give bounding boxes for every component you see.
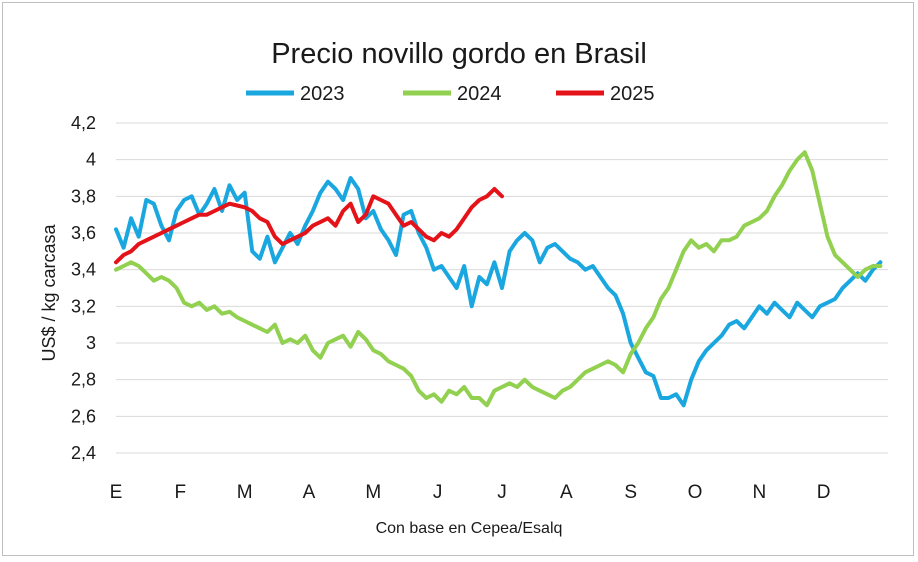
series-lines [114, 150, 883, 408]
y-tick-label: 3,4 [71, 260, 96, 280]
line-chart: Precio novillo gordo en Brasil 2023 2024 2… [39, 38, 888, 537]
series-line-2023 [114, 176, 883, 408]
legend: 2023 2024 2025 [246, 83, 655, 105]
y-tick-label: 2,6 [71, 406, 96, 426]
series-line-2024 [114, 150, 883, 408]
y-tick-label: 3 [86, 333, 96, 353]
series-line-2025 [114, 187, 504, 265]
x-month-label: N [752, 482, 766, 503]
x-month-label: M [365, 482, 381, 503]
x-month-label: M [237, 482, 253, 503]
y-tick-label: 4,2 [71, 113, 96, 133]
x-month-label: D [817, 482, 831, 503]
legend-label-2024: 2024 [457, 83, 502, 105]
x-month-label: J [433, 482, 443, 503]
chart-frame: Precio novillo gordo en Brasil 2023 2024 2… [2, 2, 914, 556]
x-month-label: S [624, 482, 637, 503]
x-month-label: A [303, 482, 316, 503]
y-tick-label: 3,2 [71, 296, 96, 316]
y-axis-ticks: 2,4 2,6 2,8 3 3,2 3,4 3,6 3,8 4 4,2 [71, 113, 96, 463]
y-tick-label: 3,6 [71, 223, 96, 243]
x-axis-label: Con base en Cepea/Esalq [376, 520, 563, 537]
y-tick-label: 2,4 [71, 443, 96, 463]
y-tick-label: 4 [86, 150, 96, 170]
y-tick-label: 2,8 [71, 370, 96, 390]
x-month-label: A [560, 482, 573, 503]
x-month-label: O [688, 482, 703, 503]
y-tick-label: 3,8 [71, 186, 96, 206]
x-month-label: F [175, 482, 187, 503]
y-axis-label: US$ / kg carcasa [39, 223, 59, 361]
x-month-label: J [497, 482, 507, 503]
chart-title: Precio novillo gordo en Brasil [271, 38, 647, 70]
legend-label-2023: 2023 [300, 83, 345, 105]
legend-label-2025: 2025 [610, 83, 655, 105]
x-month-label: E [110, 482, 123, 503]
